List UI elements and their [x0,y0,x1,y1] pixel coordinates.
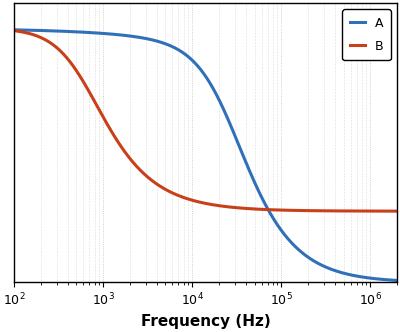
A [12,28,16,32]
B [198,200,203,204]
A [198,67,203,71]
B [12,29,16,33]
Legend: A, B: A, B [342,9,391,60]
Line: A: A [14,30,397,281]
X-axis label: Frequency (Hz): Frequency (Hz) [141,314,270,329]
B [188,198,193,202]
B [384,209,388,213]
B [313,209,318,213]
B [384,209,388,213]
A [31,28,36,32]
B [31,33,36,37]
A [313,260,318,264]
A [384,278,388,282]
A [384,278,388,282]
A [395,279,400,283]
B [395,209,400,213]
Line: B: B [14,31,397,211]
A [188,56,193,60]
